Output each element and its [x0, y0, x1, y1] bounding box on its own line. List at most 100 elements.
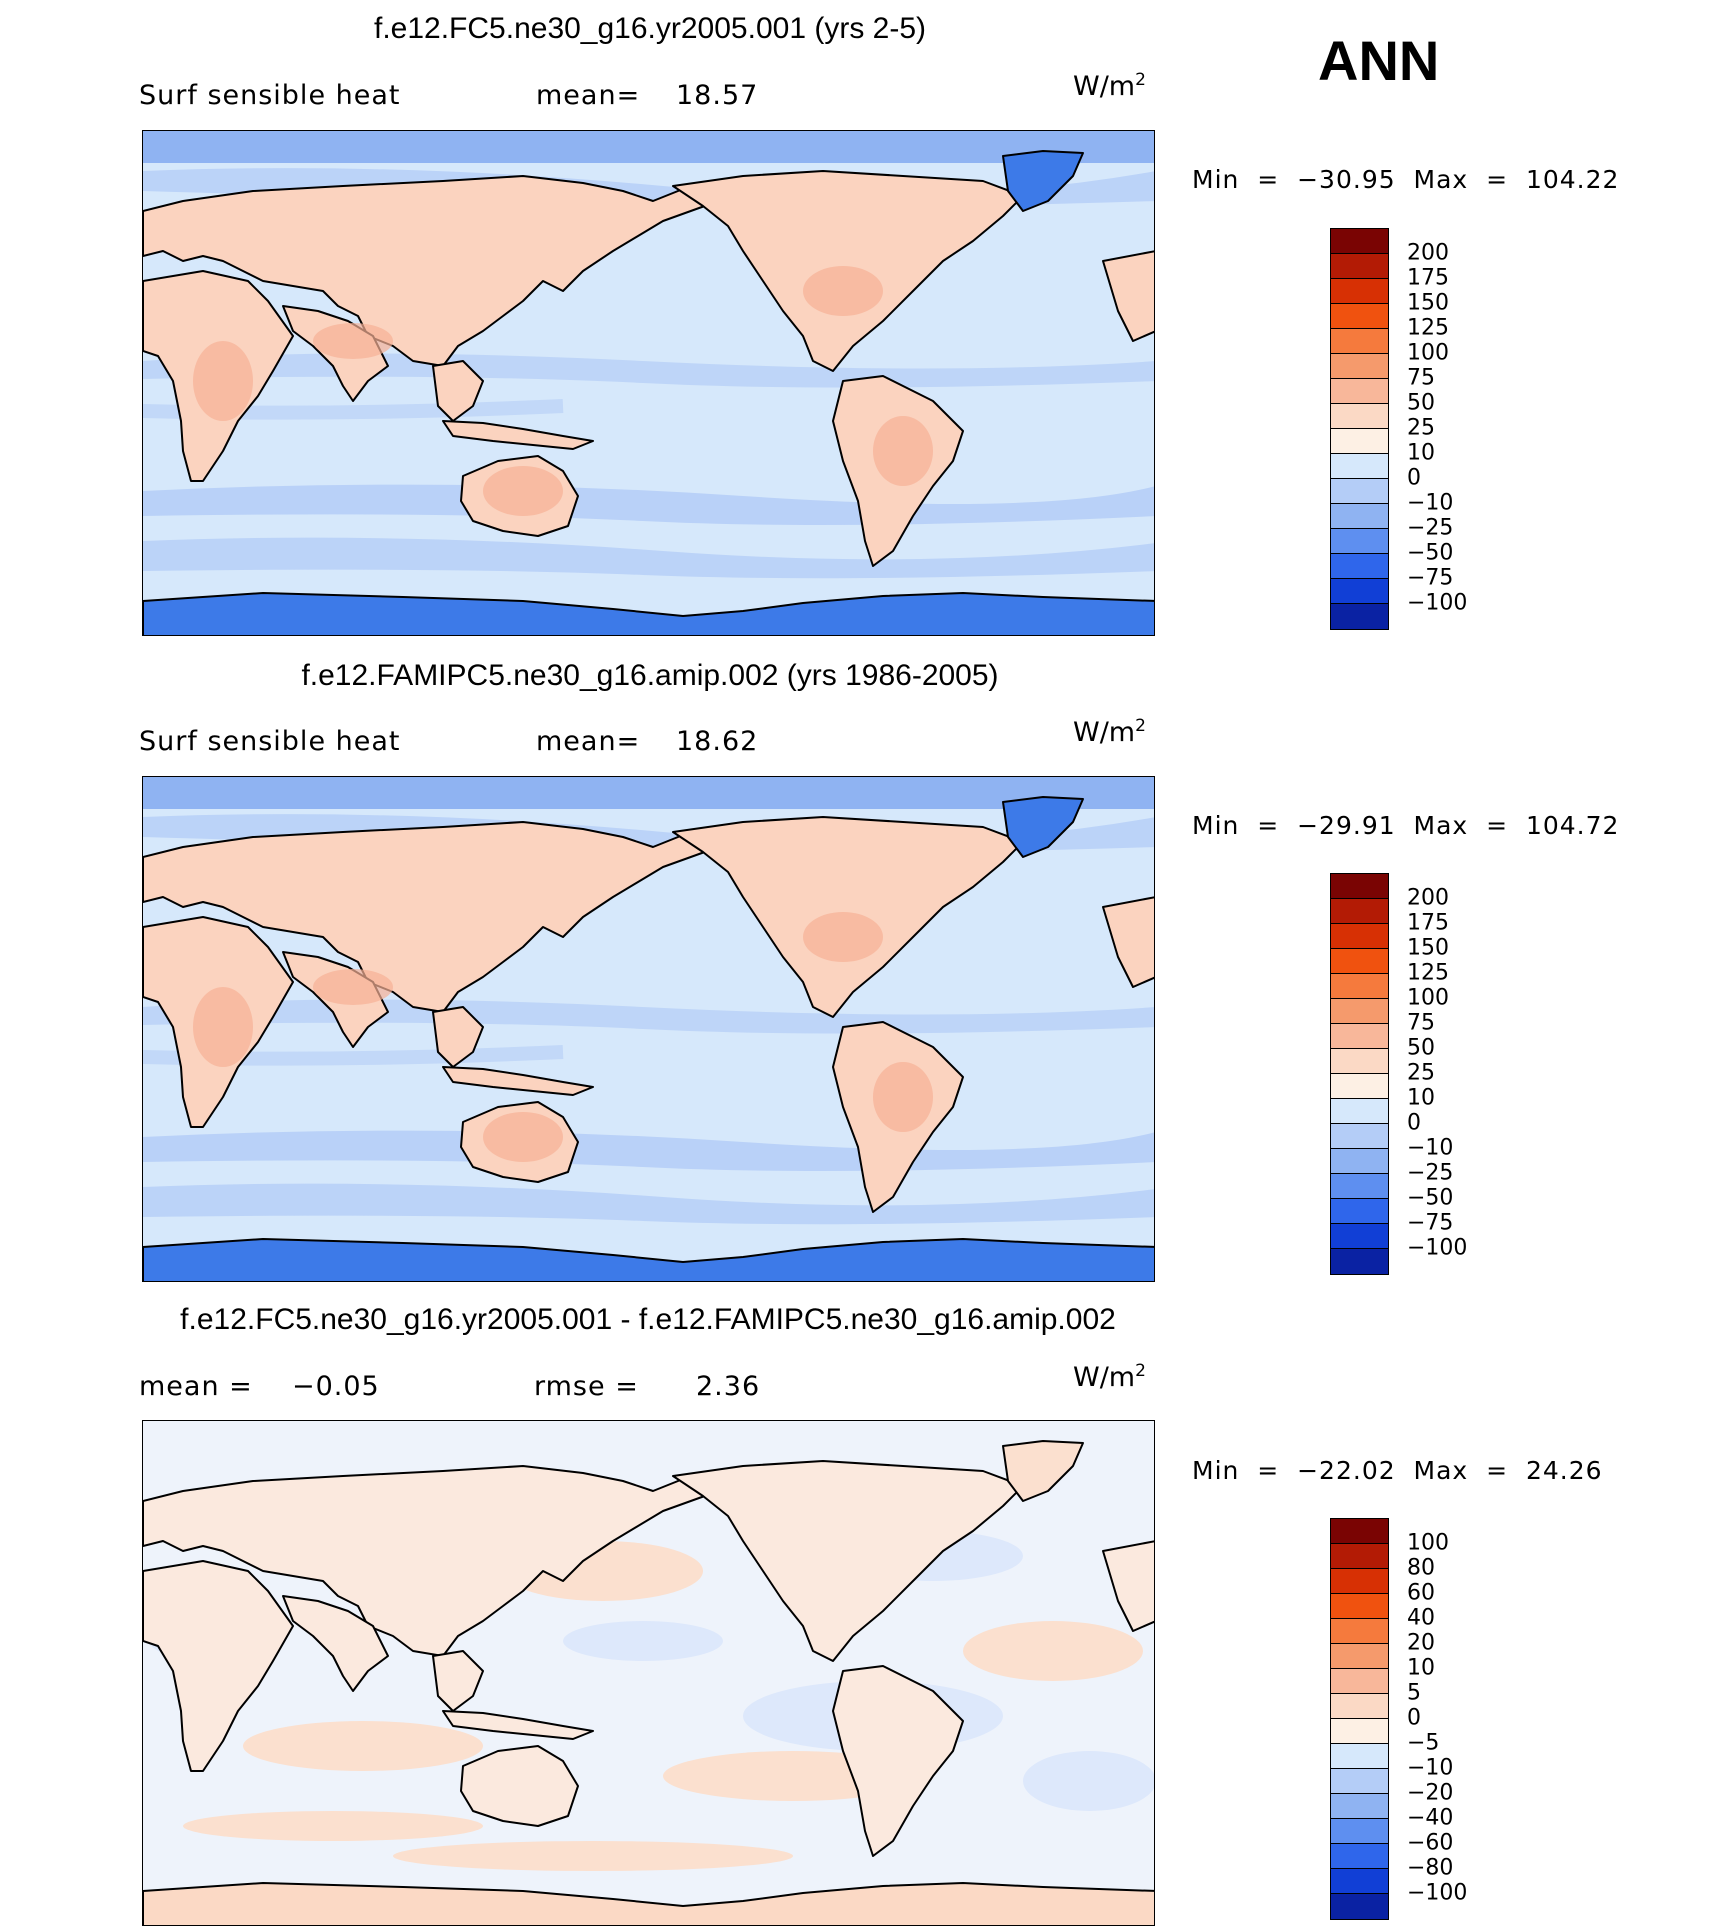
anomaly-patch	[183, 1811, 483, 1841]
anomaly-patch	[393, 1841, 793, 1871]
land-arabia-india	[282, 1595, 389, 1692]
colorbar-tick-label: 100	[1407, 340, 1449, 366]
colorbar-tick-label: 0	[1407, 465, 1421, 491]
colorbar-swatch	[1331, 924, 1388, 949]
colorbar-swatch	[1331, 974, 1388, 999]
colorbar-swatch	[1331, 1819, 1388, 1844]
mean-value: −0.05	[292, 1371, 380, 1402]
land-southeast-asia	[432, 1650, 484, 1712]
colorbar-tick-label: −40	[1407, 1805, 1454, 1831]
world-map	[142, 130, 1155, 636]
colorbar-swatch	[1331, 254, 1388, 279]
rmse-label: rmse =	[534, 1371, 639, 1402]
colorbar-tick-label: 25	[1407, 1060, 1435, 1086]
colorbar-swatch	[1331, 429, 1388, 454]
colorbar-tick-label: −10	[1407, 1135, 1454, 1161]
arctic-band	[143, 131, 1154, 163]
land-antarctica	[143, 1238, 1154, 1281]
colorbar-swatch	[1331, 479, 1388, 504]
colorbar-swatch	[1331, 949, 1388, 974]
variable-label: Surf sensible heat	[139, 726, 401, 757]
colorbar-swatch	[1331, 1869, 1388, 1894]
southern-ocean-band	[143, 537, 1154, 579]
hot-land-patch	[803, 266, 883, 316]
panel-title: f.e12.FAMIPC5.ne30_g16.amip.002 (yrs 198…	[301, 659, 999, 692]
colorbar-tick-label: −25	[1407, 515, 1454, 541]
colorbar-tick-label: −20	[1407, 1780, 1454, 1806]
land-asia-europe	[143, 821, 714, 1013]
land-greenland	[1002, 150, 1084, 212]
colorbar-tick-label: −100	[1407, 1880, 1468, 1906]
hot-land-patch	[483, 1112, 563, 1162]
colorbar-tick-label: 40	[1407, 1605, 1435, 1631]
colorbar-swatch	[1331, 1719, 1388, 1744]
land-asia-europe	[143, 1465, 714, 1657]
colorbar-tick-label: 100	[1407, 985, 1449, 1011]
land-north-america	[672, 1460, 1024, 1662]
colorbar-swatch	[1331, 1224, 1388, 1249]
colorbar-swatch	[1331, 579, 1388, 604]
colorbar-swatch	[1331, 1149, 1388, 1174]
land-indonesia	[442, 1066, 594, 1096]
colorbar-tick-label: −25	[1407, 1160, 1454, 1186]
colorbar-swatch	[1331, 379, 1388, 404]
mean-label: mean =	[139, 1371, 253, 1402]
colorbar-swatch	[1331, 529, 1388, 554]
colorbar-tick-label: 5	[1407, 1680, 1421, 1706]
colorbar-tick-label: −50	[1407, 1185, 1454, 1211]
colorbar-swatch	[1331, 404, 1388, 429]
colorbar-swatch	[1331, 1669, 1388, 1694]
colorbar-tick-label: −75	[1407, 565, 1454, 591]
colorbar-swatch	[1331, 1894, 1388, 1919]
land-southeast-asia	[432, 360, 484, 422]
colorbar-tick-label: 175	[1407, 910, 1449, 936]
colorbar-tick-label: 0	[1407, 1705, 1421, 1731]
colorbar-tick-label: 50	[1407, 390, 1435, 416]
land-indonesia	[442, 1710, 594, 1740]
southern-ocean-band	[143, 1183, 1154, 1225]
hot-land-patch	[873, 416, 933, 486]
colorbar-swatch	[1331, 1199, 1388, 1224]
land-west-europe	[1102, 250, 1154, 342]
min-max-readout: Min = −29.91 Max = 104.72	[1192, 811, 1620, 840]
land-west-europe	[1102, 896, 1154, 988]
land-australia	[460, 1745, 579, 1827]
land-antarctica	[143, 1882, 1154, 1925]
colorbar-tick-label: −100	[1407, 590, 1468, 616]
panel-title: f.e12.FC5.ne30_g16.yr2005.001 - f.e12.FA…	[180, 1303, 1116, 1336]
colorbar-tick-label: −50	[1407, 540, 1454, 566]
colorbar-swatch	[1331, 1619, 1388, 1644]
colorbar-tick-label: −100	[1407, 1235, 1468, 1261]
colorbar-tick-label: 75	[1407, 365, 1435, 391]
colorbar-swatch	[1331, 899, 1388, 924]
colorbar	[1330, 228, 1389, 630]
anomaly-patch	[563, 1621, 723, 1661]
colorbar-swatch	[1331, 1594, 1388, 1619]
colorbar-swatch	[1331, 1049, 1388, 1074]
colorbar-swatch	[1331, 874, 1388, 899]
colorbar-swatch	[1331, 454, 1388, 479]
colorbar-swatch	[1331, 229, 1388, 254]
land-southeast-asia	[432, 1006, 484, 1068]
colorbar-swatch	[1331, 354, 1388, 379]
hot-land-patch	[313, 323, 393, 359]
colorbar-tick-label: 60	[1407, 1580, 1435, 1606]
anomaly-patch	[963, 1621, 1143, 1681]
world-map	[142, 776, 1155, 1282]
panel-title: f.e12.FC5.ne30_g16.yr2005.001 (yrs 2-5)	[374, 12, 926, 45]
colorbar-swatch	[1331, 1544, 1388, 1569]
colorbar-swatch	[1331, 1569, 1388, 1594]
hot-land-patch	[313, 969, 393, 1005]
colorbar-swatch	[1331, 1769, 1388, 1794]
colorbar-tick-label: 125	[1407, 315, 1449, 341]
colorbar-tick-label: −10	[1407, 490, 1454, 516]
colorbar-swatch	[1331, 1794, 1388, 1819]
colorbar-swatch	[1331, 1174, 1388, 1199]
colorbar-tick-label: 10	[1407, 440, 1435, 466]
colorbar-tick-label: −75	[1407, 1210, 1454, 1236]
hot-land-patch	[483, 466, 563, 516]
min-max-readout: Min = −30.95 Max = 104.22	[1192, 165, 1620, 194]
land-antarctica	[143, 592, 1154, 635]
land-greenland	[1002, 1440, 1084, 1502]
land-south-america	[832, 1665, 964, 1857]
